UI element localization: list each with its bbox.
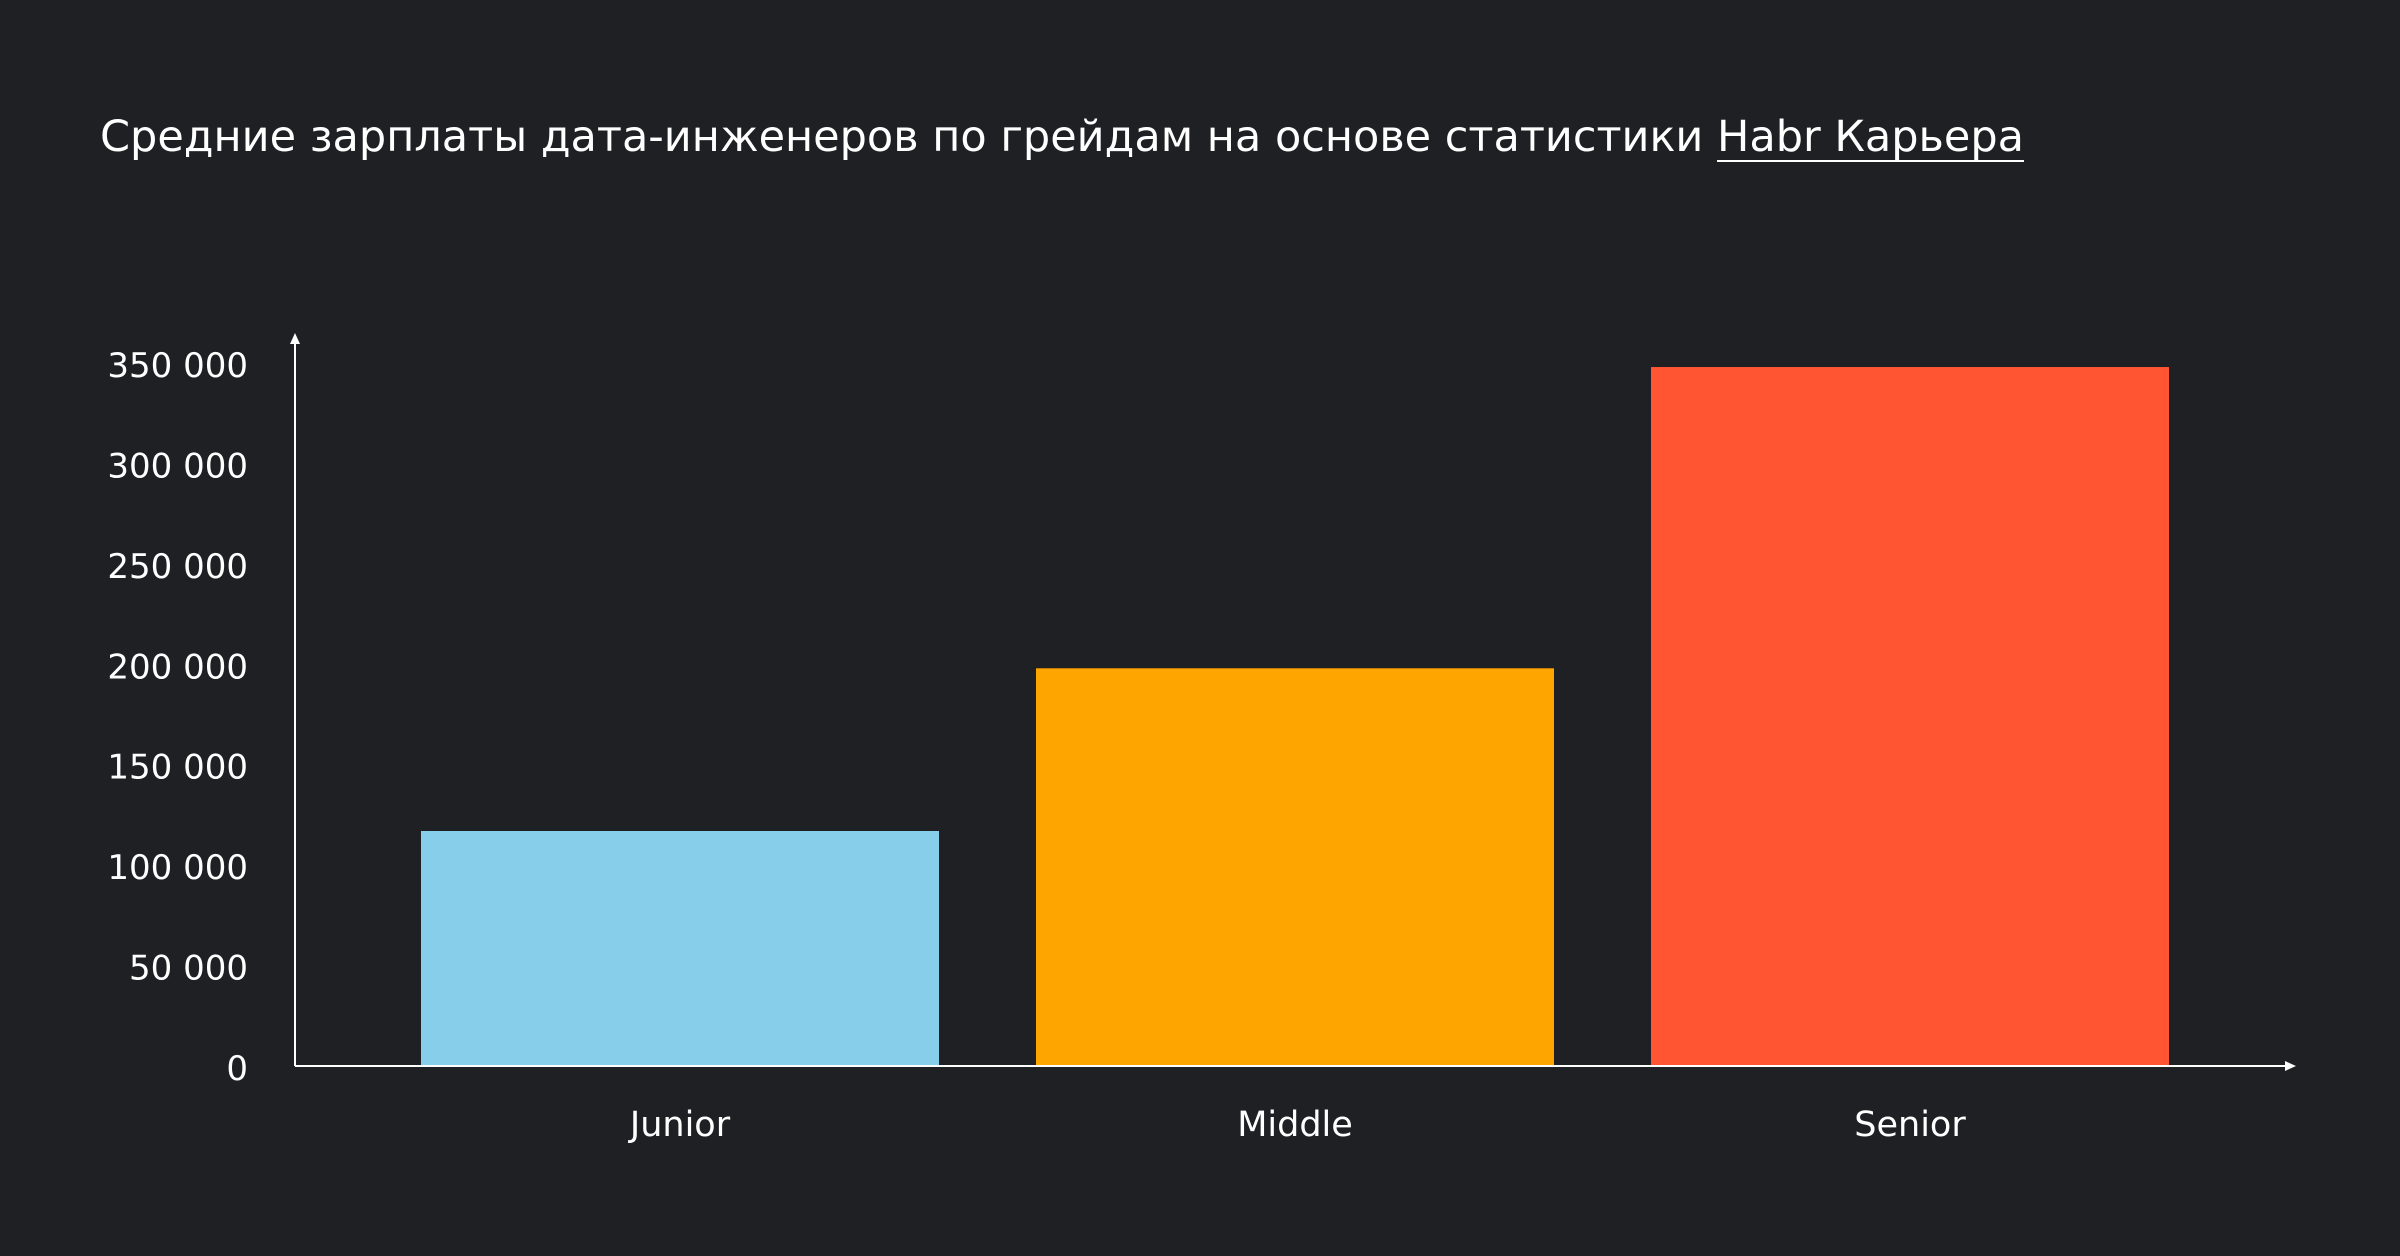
habr-career-link[interactable]: Habr Карьера	[1717, 112, 2024, 162]
chart-title-text: Средние зарплаты дата-инженеров по грейд…	[100, 112, 1704, 162]
y-tick-label: 100 000	[107, 848, 248, 888]
bar-middle	[1036, 668, 1554, 1066]
y-tick-label: 350 000	[107, 346, 248, 386]
y-axis-arrow	[290, 333, 300, 344]
bar-senior	[1651, 367, 2169, 1066]
y-tick-labels: 0 50 000 100 000 150 000 200 000 250 000 300 0…	[107, 346, 248, 1089]
y-tick-label: 150 000	[107, 748, 248, 788]
y-tick-label: 300 000	[107, 446, 248, 486]
axes	[290, 333, 2296, 1071]
y-tick-label: 0	[226, 1049, 248, 1089]
bar-junior	[421, 830, 939, 1066]
chart-title: Средние зарплаты дата-инженеров по грейд…	[100, 112, 2024, 162]
bars	[421, 367, 2169, 1066]
x-tick-label: Junior	[628, 1105, 731, 1145]
y-tick-label: 250 000	[107, 547, 248, 587]
y-tick-label: 50 000	[129, 949, 248, 989]
x-tick-label: Senior	[1854, 1105, 1966, 1145]
x-tick-labels: Junior Middle Senior	[628, 1105, 1966, 1145]
x-axis-arrow	[2285, 1061, 2296, 1071]
x-tick-label: Middle	[1237, 1105, 1353, 1145]
y-tick-label: 200 000	[107, 647, 248, 687]
